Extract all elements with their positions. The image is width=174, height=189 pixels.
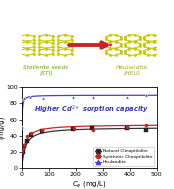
Point — [21, 150, 24, 153]
Point — [125, 126, 128, 129]
Legend: Natural Clinoptilolite, Synthetic Clinoptilolite, Heulandite: Natural Clinoptilolite, Synthetic Clinop… — [93, 147, 154, 166]
Point — [22, 98, 25, 101]
X-axis label: $C_e$ (mg/L): $C_e$ (mg/L) — [72, 179, 106, 189]
Point — [144, 124, 147, 127]
Text: Heulandite
(HEU): Heulandite (HEU) — [116, 65, 148, 76]
Point — [72, 128, 74, 131]
Point — [92, 95, 95, 98]
Point — [73, 127, 76, 130]
Y-axis label: $Q_e$
(mg/g): $Q_e$ (mg/g) — [0, 116, 5, 139]
Point — [22, 145, 25, 148]
Point — [41, 129, 43, 132]
Point — [72, 95, 74, 98]
Point — [41, 129, 43, 132]
Point — [23, 96, 26, 99]
Point — [42, 96, 45, 99]
Point — [29, 95, 31, 98]
Point — [26, 134, 29, 137]
Point — [30, 133, 33, 136]
Point — [30, 132, 33, 135]
Point — [22, 144, 25, 147]
Point — [92, 129, 95, 132]
Point — [26, 140, 29, 143]
Point — [144, 94, 147, 97]
Text: Stellerite seeds
(STI): Stellerite seeds (STI) — [23, 65, 69, 76]
Point — [90, 127, 93, 130]
Point — [21, 150, 24, 153]
Text: Higher Cd$^{2+}$ sorption capacity: Higher Cd$^{2+}$ sorption capacity — [34, 104, 149, 116]
Point — [21, 125, 24, 128]
Point — [144, 129, 147, 132]
Point — [125, 125, 128, 128]
Point — [125, 95, 128, 98]
